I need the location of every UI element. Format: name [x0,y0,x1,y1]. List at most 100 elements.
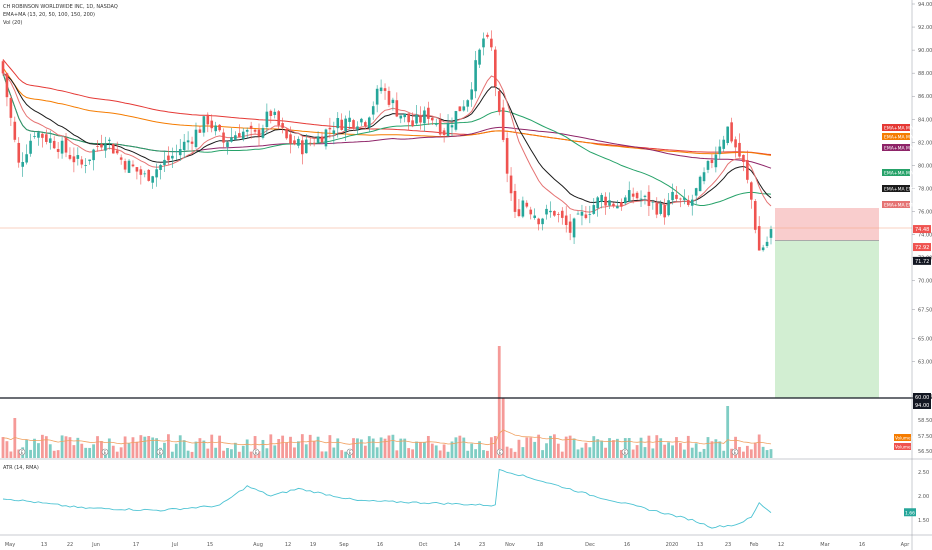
volume-tag[interactable] [894,434,911,441]
volume-bar [245,439,249,458]
candle-body [159,164,162,170]
earnings-marker[interactable] [252,448,260,456]
volume-bar [68,437,72,458]
ma-tag[interactable] [882,185,910,192]
pane-badge[interactable] [913,393,931,401]
candle-body [564,215,568,226]
price-badge[interactable] [913,256,931,265]
candle-body [769,229,773,238]
ema-ma-indicator-label[interactable]: EMA+MA (13, 20, 50, 100, 150, 200) [3,12,95,18]
volume-bar [679,442,682,458]
volume-bar [186,450,190,458]
earnings-marker[interactable] [101,448,109,456]
volume-bar [233,442,237,458]
volume-bar [470,443,474,458]
volume-bar [588,447,592,458]
ma-100-line [2,73,772,169]
candle-body [336,117,340,129]
candle-body [352,120,355,128]
volume-bar [753,442,757,458]
price-tick-label: 67.50 [918,308,932,314]
price-badge[interactable] [913,243,931,252]
candle-body [171,155,174,159]
volume-tag[interactable] [894,443,911,450]
volume-bar [568,435,572,458]
candle-body [238,133,241,137]
volume-bar [92,444,95,458]
volume-bar [749,449,753,458]
ma-tag-label: EMA+MA MA 4 [884,135,917,141]
time-tick-label: Mar [820,542,830,548]
candle-body [501,107,505,140]
candle-body [438,119,442,135]
time-axis[interactable]: May 13 22 Jun 17 Jul 15 Aug 12 19 Sep 16 Oct 14 23 Nov 1… [5,542,910,548]
price-axis[interactable]: 94.00 92.00 90.00 88.00 86.00 84.00 82.00 80.00… [912,2,932,524]
candle-body [178,149,182,156]
volume-bar [344,451,348,458]
volume-bar [308,434,312,458]
candle-body [25,154,28,163]
volume-bar [517,439,521,458]
ma-tag[interactable] [882,144,910,151]
time-tick-label: 12 [778,542,784,548]
earnings-marker[interactable] [156,448,164,456]
candle-body [462,106,466,111]
earnings-marker[interactable] [346,448,354,456]
ma-tag-label: EMA+MA MA 2 [884,171,917,177]
volume-bar [513,451,517,458]
volume-bar [757,434,761,458]
price-badge[interactable] [913,225,931,234]
symbol-title[interactable]: CH ROBINSON WORLDWIDE INC, 1D, NASDAQ [3,4,118,10]
price-badge-label: 72.92 [915,245,929,251]
ma-tag[interactable] [882,133,910,140]
candle-body [734,139,737,148]
volume-bar [363,445,367,458]
candle-body [746,159,749,180]
earnings-marker[interactable] [621,448,629,456]
volume-bar [631,449,635,458]
time-tick-label: Jun [91,542,100,548]
volume-bar [726,406,730,458]
volume-tag-label: Volume [895,445,911,450]
atr-legend[interactable]: ATR (14, RMA) [3,465,39,471]
risk-zone[interactable] [775,208,879,240]
volume-bar [277,439,281,458]
candle-body [513,190,517,212]
reward-zone[interactable] [775,241,879,398]
volume-bar [56,450,60,458]
candle-body [371,106,375,115]
volume-bar [84,447,88,458]
pane-badge[interactable] [913,401,931,409]
volume-bar [639,437,643,458]
volume-bar [616,438,619,458]
candle-body [718,146,722,155]
price-badge-label: 71.72 [915,259,929,265]
candle-body [454,111,458,130]
ma-tag[interactable] [882,124,910,131]
candle-body [253,129,257,132]
atr-badge[interactable] [904,508,916,517]
candle-body [273,111,277,115]
candle-body [620,202,623,207]
price-tick-label: 84.00 [918,117,932,123]
candle-body [301,140,304,155]
earnings-marker[interactable] [18,448,26,456]
candle-body [430,117,434,121]
volume-bar [131,437,135,458]
candle-body [395,100,399,117]
price-tick-label: 86.00 [918,94,932,100]
candle-body [541,218,544,225]
candle-body [324,129,328,147]
earnings-marker[interactable] [731,448,739,456]
candle-body [612,203,615,207]
chart-legend[interactable]: CH ROBINSON WORLDWIDE INC, 1D, NASDAQ EM… [3,3,118,27]
price-tick-label: 88.00 [918,71,932,77]
ma-tag[interactable] [882,169,910,176]
earnings-marker[interactable] [496,448,504,456]
ma-tag[interactable] [882,201,910,208]
candle-body [167,155,170,161]
volume-indicator-label[interactable]: Vol (20) [3,20,23,26]
candle-body [667,200,670,216]
volume-bar [293,447,296,458]
